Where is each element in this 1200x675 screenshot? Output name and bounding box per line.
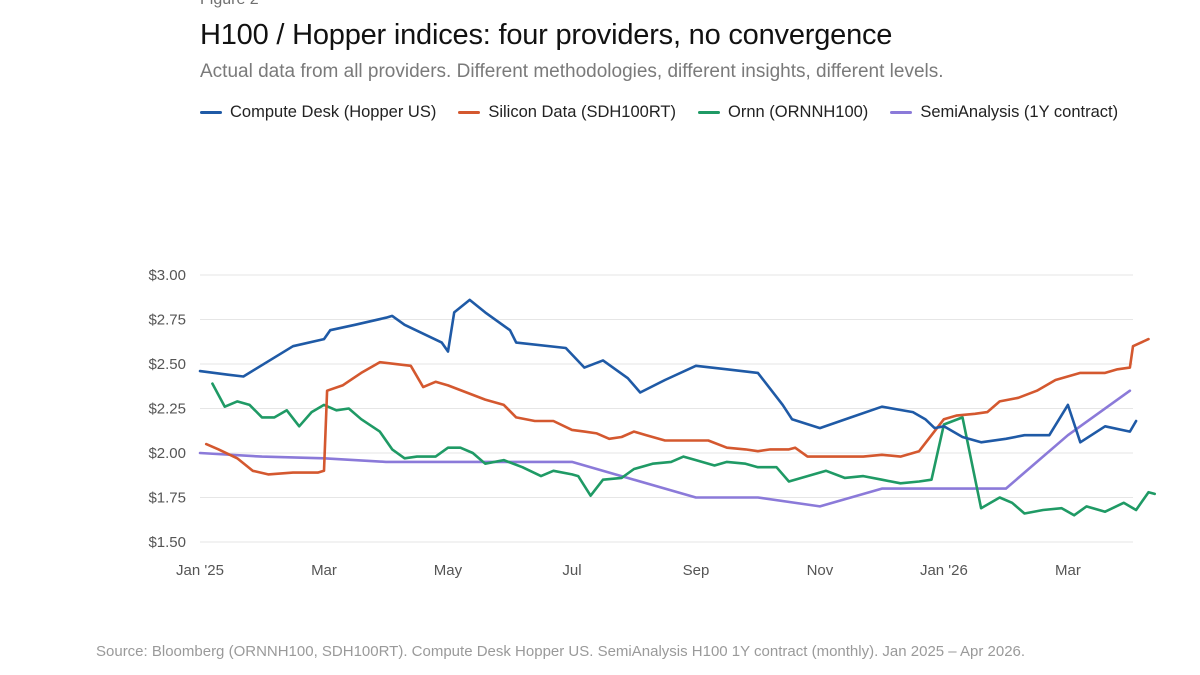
x-tick-label: Nov xyxy=(807,562,834,579)
grid-layer xyxy=(200,274,1133,543)
series-line-silicon-data-sdh100rt xyxy=(204,337,1150,476)
y-tick-label: $1.50 xyxy=(148,534,186,551)
legend-item-compute-desk: Compute Desk (Hopper US) xyxy=(200,103,436,122)
x-tick-label: May xyxy=(434,562,463,579)
legend-swatch-semianalysis xyxy=(890,110,913,114)
source-note: Source: Bloomberg (ORNNH100, SDH100RT). … xyxy=(96,643,1026,660)
chart-title: H100 / Hopper indices: four providers, n… xyxy=(200,19,893,51)
x-tick-label: Jul xyxy=(562,562,581,579)
figure-kicker: Figure 2 xyxy=(200,0,259,9)
chart-legend: Compute Desk (Hopper US) Silicon Data (S… xyxy=(200,101,1140,123)
x-tick-label: Jan '26 xyxy=(920,562,968,579)
chart-subtitle: Actual data from all providers. Differen… xyxy=(200,61,944,82)
series-line-compute-desk-hopper-us xyxy=(198,298,1138,444)
x-tick-label: Sep xyxy=(683,562,710,579)
x-axis: Jan '25 Mar May Jul Sep Nov Jan '26 Mar xyxy=(176,562,1081,579)
legend-item-silicon-data: Silicon Data (SDH100RT) xyxy=(458,103,676,122)
legend-swatch-ornn xyxy=(698,110,721,114)
series-line-ornn-ornnh100 xyxy=(211,382,1156,517)
series-line-semianalysis-1y-contract xyxy=(198,389,1132,508)
legend-label-ornn: Ornn (ORNNH100) xyxy=(728,102,869,121)
legend-label-silicon-data: Silicon Data (SDH100RT) xyxy=(488,102,677,121)
y-tick-label: $1.75 xyxy=(148,490,186,507)
y-tick-label: $2.00 xyxy=(148,445,186,462)
x-tick-label: Mar xyxy=(1055,562,1081,579)
legend-item-ornn: Ornn (ORNNH100) xyxy=(698,103,868,122)
x-tick-label: Mar xyxy=(311,562,337,579)
legend-label-semianalysis: SemiAnalysis (1Y contract) xyxy=(920,102,1119,121)
legend-item-semianalysis: SemiAnalysis (1Y contract) xyxy=(890,103,1118,122)
y-tick-label: $3.00 xyxy=(148,267,186,284)
legend-swatch-silicon-data xyxy=(458,110,481,114)
legend-swatch-compute-desk xyxy=(200,110,222,114)
y-tick-label: $2.25 xyxy=(148,401,186,418)
legend-label-compute-desk: Compute Desk (Hopper US) xyxy=(230,102,437,121)
y-tick-label: $2.75 xyxy=(148,312,186,329)
y-tick-label: $2.50 xyxy=(148,356,186,373)
y-axis: $1.50 $1.75 $2.00 $2.25 $2.50 $2.75 $3.00 xyxy=(148,267,186,551)
x-tick-label: Jan '25 xyxy=(176,562,224,579)
series-layer xyxy=(198,298,1156,517)
